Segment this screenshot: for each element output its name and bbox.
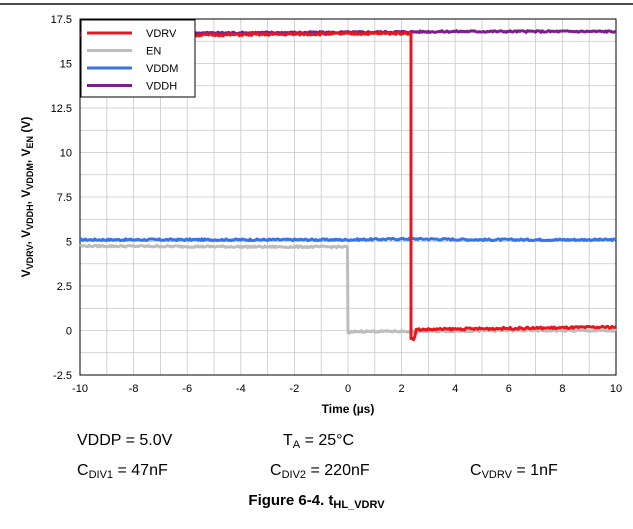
cdiv2-condition: CDIV2 = 220nF [270,462,370,481]
x-tick-label: 4 [452,383,458,395]
ta-condition: TA = 25°C [283,432,355,451]
x-tick-label: 10 [610,383,622,395]
x-tick-label: -6 [182,383,192,395]
y-tick-label: -2.5 [53,370,72,382]
y-axis-title-sub: VDRV [25,245,35,270]
series-line-en [79,243,617,335]
y-axis-title-sep: , [19,156,33,163]
y-tick-label: 10 [60,148,72,160]
figure-caption: Figure 6-4. tHL_VDRV [248,492,385,511]
y-tick-label: 7.5 [57,192,72,204]
x-tick-label: 0 [345,383,351,395]
cdiv1-condition: CDIV1 = 47nF [77,462,168,481]
timing-chart: -10 -8 -6 -4 -2 0 2 4 6 8 10 -2.5 0 2.5 5 7.5 10 12.5 15 1… [19,14,622,416]
cvdrv-condition: CVDRV = 1nF [470,462,558,481]
plot-frame [79,18,617,376]
y-axis-title-part: V [19,269,33,277]
x-tick-label: -10 [72,383,88,395]
y-axis-title-sep: (V) [19,117,33,136]
y-axis-title-sub: VDDM [25,163,35,190]
y-axis-title-part: V [19,148,33,156]
x-axis-title: Time (µs) [322,402,375,416]
x-tick-label: 2 [399,383,405,395]
y-tick-label: 0 [66,326,72,338]
legend: VDRV EN VDDM VDDH [80,19,196,98]
x-tick-label: 8 [559,383,565,395]
legend-label-vdrv: VDRV [146,28,177,40]
x-tick-label: -2 [290,383,300,395]
y-axis-title-part: V [19,230,33,238]
x-tick-label: -8 [129,383,139,395]
x-tick-label: -4 [236,383,246,395]
y-axis-title-part: V [19,190,33,198]
legend-label-vddm: VDDM [146,63,178,75]
y-tick-label: 17.5 [51,14,72,26]
y-tick-label: 5 [66,237,72,249]
y-tick-label: 15 [60,59,72,71]
top-rule [0,3,633,5]
y-axis-title-sep: , [19,238,33,245]
y-axis-title-sep: , [19,198,33,205]
y-axis-title-sub: EN [25,136,35,149]
y-tick-label: 12.5 [51,103,72,115]
y-axis-title-sub: VDDH [25,204,35,230]
vddp-condition: VDDP = 5.0V [77,432,173,449]
y-axis-ticks: -2.5 0 2.5 5 7.5 10 12.5 15 17.5 [51,14,72,382]
x-tick-label: 6 [506,383,512,395]
legend-label-vddh: VDDH [146,81,177,93]
legend-label-en: EN [146,46,161,58]
series-line-vddm [79,236,617,243]
x-axis-ticks: -10 -8 -6 -4 -2 0 2 4 6 8 10 [72,383,622,395]
y-axis-title: VVDRV, VVDDH, VVDDM, VEN (V) [19,117,35,278]
y-tick-label: 2.5 [57,281,72,293]
